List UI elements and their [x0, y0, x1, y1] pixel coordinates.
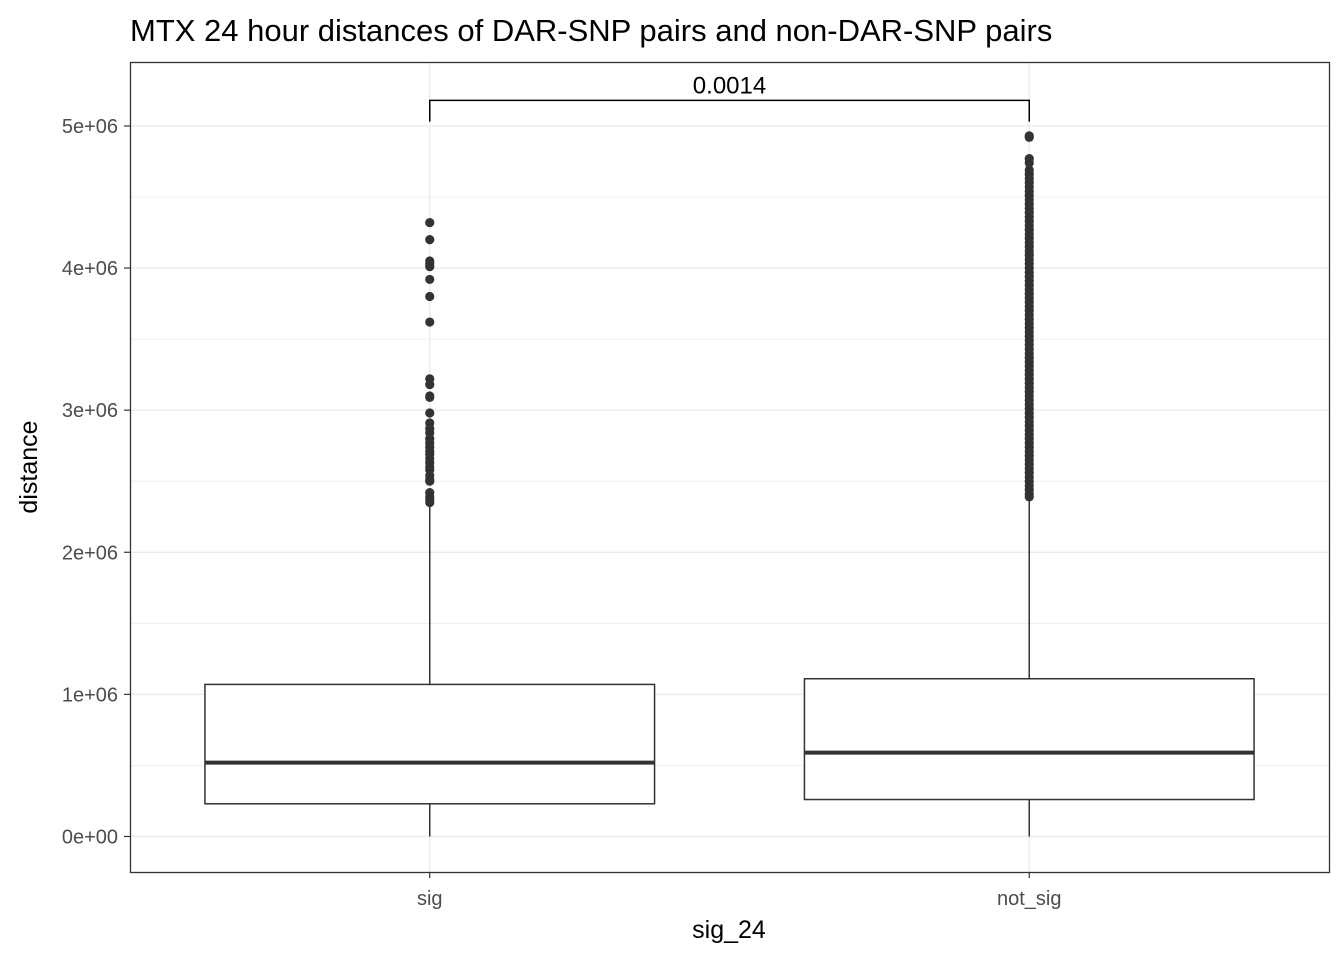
outlier-point	[425, 262, 435, 272]
significance-bracket	[429, 99, 1030, 122]
outlier-point	[425, 317, 435, 327]
y-tick-label: 2e+06	[62, 542, 118, 564]
y-tick-label: 3e+06	[62, 400, 118, 422]
outlier-point	[1024, 132, 1034, 142]
outlier-point	[425, 217, 435, 228]
x-tick-label: sig	[417, 888, 443, 910]
y-axis-title: distance	[15, 420, 43, 513]
outlier-point	[1024, 158, 1034, 168]
box-sig	[204, 217, 656, 837]
box-not_sig	[803, 131, 1255, 837]
box-iqr	[204, 683, 656, 805]
y-tick-label: 1e+06	[62, 684, 118, 706]
outlier-point	[425, 392, 435, 402]
y-tick-label: 5e+06	[62, 116, 118, 138]
outlier-point	[425, 291, 435, 302]
x-axis-title: sig_24	[692, 916, 766, 944]
outlier-point	[425, 274, 435, 285]
y-tick-label: 0e+00	[62, 826, 118, 848]
outlier-point	[425, 379, 435, 390]
x-axis-ticks: sig not_sig	[417, 872, 1062, 910]
outlier-point	[425, 497, 435, 508]
outlier-point	[425, 476, 435, 486]
outlier-point	[1024, 492, 1034, 502]
significance-annotation: 0.0014	[429, 72, 1030, 122]
chart-title: MTX 24 hour distances of DAR-SNP pairs a…	[130, 13, 1052, 48]
x-tick-label: not_sig	[997, 888, 1062, 910]
y-axis-ticks: 0e+00 1e+06 2e+06 3e+06 4e+06 5e+06	[62, 116, 130, 848]
p-value-label: 0.0014	[693, 72, 766, 99]
y-tick-label: 4e+06	[62, 258, 118, 280]
box-iqr	[803, 677, 1255, 801]
outlier-point	[425, 235, 435, 245]
panel-border	[129, 61, 1331, 874]
outlier-point	[425, 408, 435, 418]
box-series	[204, 131, 1255, 837]
